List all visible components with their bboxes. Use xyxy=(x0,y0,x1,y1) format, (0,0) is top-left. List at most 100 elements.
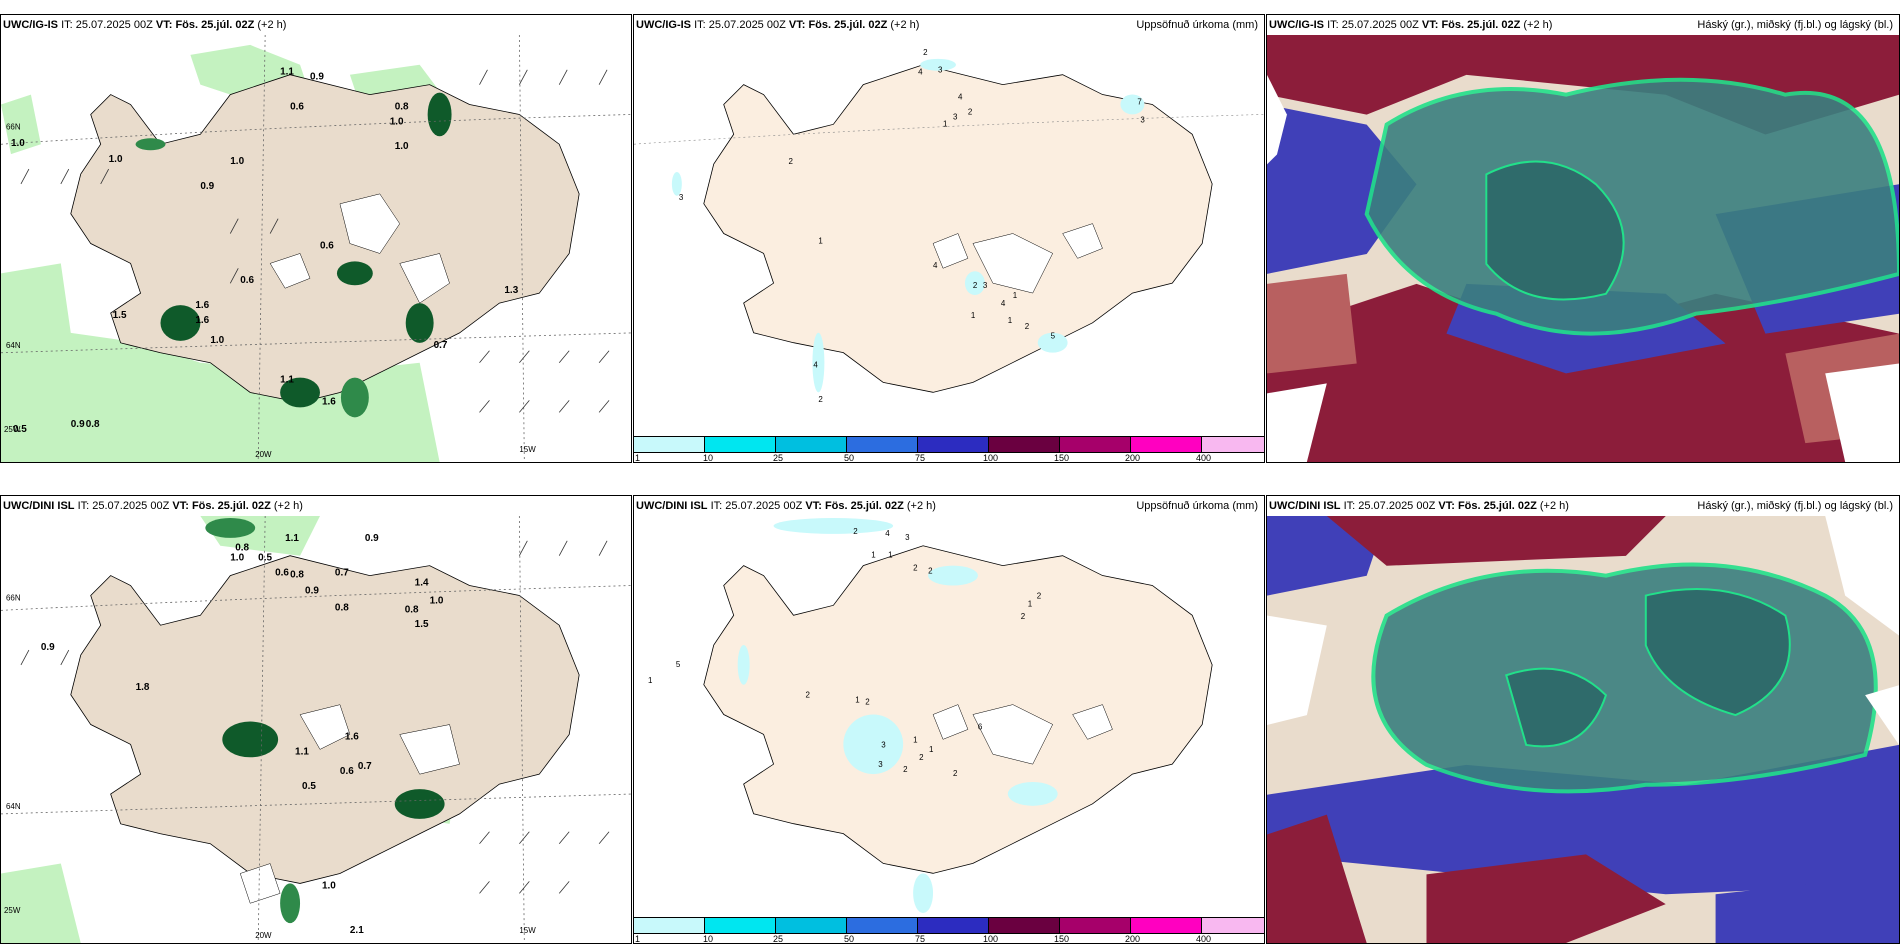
panel-header: UWC/DINI ISL IT: 25.07.2025 00Z VT: Fös.… xyxy=(1267,496,1899,516)
accum-label: 1 xyxy=(929,745,934,754)
accum-labels: 2 3 4 4 2 1 3 7 3 2 3 1 4 2 3 4 1 1 2 5 xyxy=(679,48,1146,404)
lon-label-15w: 15W xyxy=(519,926,536,935)
row1-accum-precip-panel: UWC/IG-IS IT: 25.07.2025 00Z VT: Fös. 25… xyxy=(633,14,1265,463)
accum-label: 1 xyxy=(1028,599,1033,608)
it-label: IT: xyxy=(77,500,90,512)
colorbar-swatch xyxy=(989,917,1060,934)
precip-label: 0.8 xyxy=(395,101,409,112)
colorbar-tick: 75 xyxy=(915,453,926,463)
vt-value: Fös. 25.júl. 02Z xyxy=(808,19,888,31)
accum-label: 3 xyxy=(679,193,684,202)
accum-label: 4 xyxy=(1001,299,1006,308)
it-value: 25.07.2025 00Z xyxy=(708,19,786,31)
accum-label: 5 xyxy=(1051,332,1056,341)
lon-label-15w: 15W xyxy=(519,445,536,454)
colorbar-tick: 150 xyxy=(1054,934,1070,944)
colorbar-swatch xyxy=(1131,436,1202,453)
accum-label: 3 xyxy=(881,740,886,749)
accum-label: 4 xyxy=(885,529,890,538)
colorbar: 1 10 25 50 75 100 150 200 400 xyxy=(634,436,1264,462)
lon-label-25w: 25W xyxy=(4,906,21,915)
colorbar-tick: 10 xyxy=(703,453,714,463)
precip-wind-svg: 66N 64N 20W 15W 25W 1.1 0.9 0.8 1.0 0.5 … xyxy=(1,516,631,943)
model-name: UWC/IG-IS xyxy=(1269,19,1324,31)
precip-label: 0.7 xyxy=(358,761,372,772)
model-name: UWC/IG-IS xyxy=(3,19,58,31)
accum-label: 4 xyxy=(813,361,818,370)
accum-label: 3 xyxy=(953,112,958,121)
lead-time: (+2 h) xyxy=(890,19,920,31)
colorbar-swatch xyxy=(1131,917,1202,934)
accum-label: 4 xyxy=(918,68,923,77)
accum-label: 3 xyxy=(878,760,883,769)
accum-label: 1 xyxy=(971,311,976,320)
colorbar-swatch xyxy=(1202,917,1264,934)
precip-label: 1.0 xyxy=(230,156,244,167)
accum-label: 2 xyxy=(789,157,794,166)
vt-value: Fös. 25.júl. 02Z xyxy=(824,500,904,512)
it-label: IT: xyxy=(1327,19,1339,31)
colorbar-swatch xyxy=(634,917,705,934)
cloud-map[interactable] xyxy=(1267,35,1899,462)
precip-label: 1.4 xyxy=(415,578,429,589)
precip-label: 1.1 xyxy=(280,375,294,386)
colorbar-tick: 25 xyxy=(773,453,784,463)
colorbar-tick: 100 xyxy=(983,453,999,463)
precip-label: 1.1 xyxy=(280,67,294,78)
precip-label: 0.8 xyxy=(235,543,249,554)
precip-wind-map[interactable]: 66N 64N 20W 15W 25W 1.1 0.9 0.6 0.8 1.0 … xyxy=(1,35,631,462)
precip-wind-map[interactable]: 66N 64N 20W 15W 25W 1.1 0.9 0.8 1.0 0.5 … xyxy=(1,516,631,943)
precip-labels: 1.1 0.9 0.6 0.8 1.0 1.0 1.0 0.9 1.0 1.6 … xyxy=(11,67,519,435)
accum-label: 1 xyxy=(818,236,823,245)
precip-label: 0.9 xyxy=(71,419,85,430)
accum-label: 1 xyxy=(1008,316,1013,325)
precip-label: 1.0 xyxy=(109,154,123,165)
lon-label-20w: 20W xyxy=(255,931,272,940)
precip-label: 0.9 xyxy=(41,642,55,653)
colorbar-tick: 200 xyxy=(1125,934,1141,944)
precip-label: 0.6 xyxy=(240,275,254,286)
precip-label: 1.1 xyxy=(295,746,309,757)
colorbar-tick: 200 xyxy=(1125,453,1141,463)
colorbar-swatch xyxy=(776,917,847,934)
precip-label: 1.6 xyxy=(195,315,209,326)
precip-label: 1.6 xyxy=(322,396,336,407)
panel-header: UWC/IG-IS IT: 25.07.2025 00Z VT: Fös. 25… xyxy=(1267,15,1899,35)
precip-label: 0.6 xyxy=(340,766,354,777)
panel-variable-title: Uppsöfnuð úrkoma (mm) xyxy=(1136,500,1258,512)
precip-label: 1.0 xyxy=(390,116,404,127)
accum-label: 2 xyxy=(968,107,973,116)
precip-label: 0.5 xyxy=(13,424,27,435)
accum-label: 1 xyxy=(855,696,860,705)
colorbar-tick: 1 xyxy=(635,934,641,944)
colorbar-swatch xyxy=(918,917,989,934)
precip-label: 1.5 xyxy=(415,619,429,630)
accum-precip-svg: 2 4 3 1 1 2 2 1 5 2 1 2 1 2 2 3 1 3 2 1 xyxy=(634,516,1264,917)
colorbar-tick: 10 xyxy=(703,934,714,944)
panel-variable-title: Uppsöfnuð úrkoma (mm) xyxy=(1136,19,1258,31)
precip-label: 0.6 xyxy=(290,101,304,112)
lat-label-66n: 66N xyxy=(6,593,21,602)
precip-label: 1.0 xyxy=(430,595,444,606)
lat-label-64n: 64N xyxy=(6,802,21,811)
panel-header: UWC/IG-IS IT: 25.07.2025 00Z VT: Fös. 25… xyxy=(634,15,1264,35)
precip-label: 0.6 xyxy=(275,568,289,579)
accum-label: 1 xyxy=(943,119,948,128)
lon-label-25w: 25W xyxy=(4,425,21,434)
it-value: 25.07.2025 00Z xyxy=(725,500,803,512)
accum-label: 6 xyxy=(978,722,983,731)
accum-label: 1 xyxy=(1013,291,1018,300)
lat-label-64n: 64N xyxy=(6,341,21,350)
precip-label: 1.0 xyxy=(11,138,25,149)
precip-label: 1.8 xyxy=(136,682,150,693)
colorbar-swatch xyxy=(989,436,1060,453)
accum-labels: 2 4 3 1 1 2 2 1 5 2 1 2 1 2 2 3 1 3 2 1 xyxy=(648,527,1042,778)
precip-label: 1.0 xyxy=(210,335,224,346)
accum-precip-map[interactable]: 2 3 4 4 2 1 3 7 3 2 3 1 4 2 3 4 1 1 2 5 xyxy=(634,35,1264,436)
precip-label: 0.6 xyxy=(320,241,334,252)
lead-time: (+2 h) xyxy=(1539,500,1569,512)
accum-label: 2 xyxy=(903,765,908,774)
cloud-map[interactable] xyxy=(1267,516,1899,943)
colorbar: 1 10 25 50 75 100 150 200 400 xyxy=(634,917,1264,943)
accum-precip-map[interactable]: 2 4 3 1 1 2 2 1 5 2 1 2 1 2 2 3 1 3 2 1 xyxy=(634,516,1264,917)
